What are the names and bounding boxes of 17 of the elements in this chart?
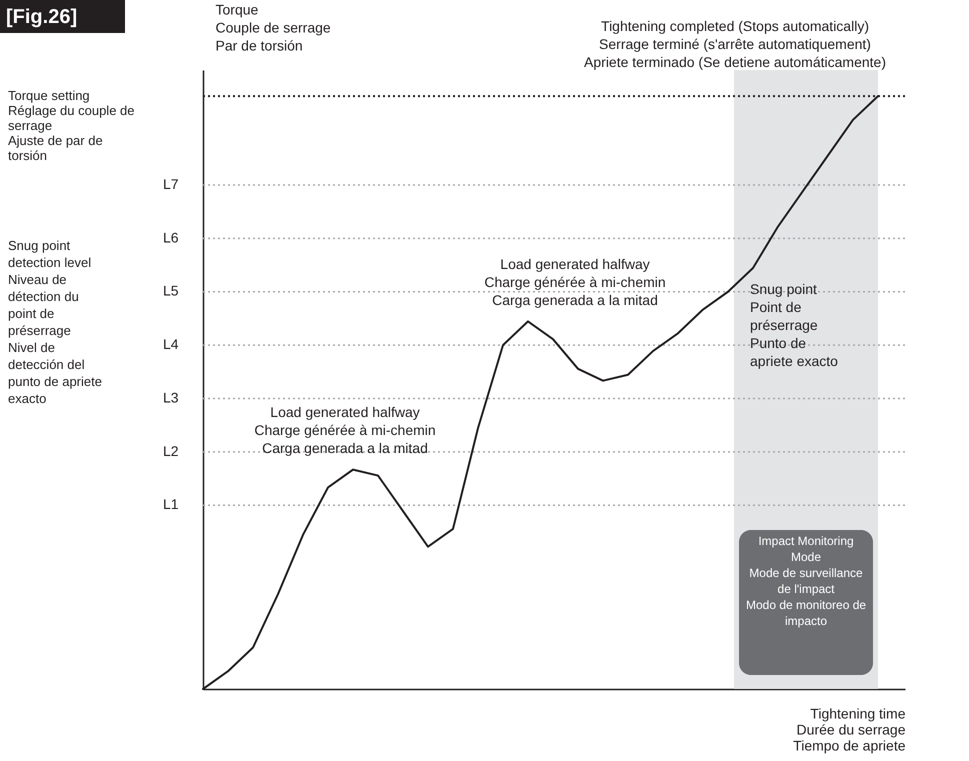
text: Snug point detection level Niveau de détection du point de préserrage Nivel de detección del punto de apriete exacto xyxy=(8,238,102,406)
ref-line-label: Torque setting Réglage du couple de serrage Ajuste de par de torsión xyxy=(8,88,134,164)
x-axis-title: Tightening time Durée du serrage Tiempo de apriete xyxy=(793,706,906,754)
text: Tightening completed (Stops automatically) Serrage terminé (s'arrête automatiquement) Apriete terminado (Se detiene automáticamente) xyxy=(584,18,886,70)
ref-line-label: L2 xyxy=(163,442,179,459)
ref-line-label: L5 xyxy=(163,282,179,299)
text: [Fig.26] xyxy=(6,6,78,28)
annotation: Load generated halfway Charge générée à mi-chemin Carga generada a la mitad xyxy=(484,256,666,308)
ref-line-label: L6 xyxy=(163,229,179,246)
ref-line-label: L7 xyxy=(163,176,179,192)
ref-line-label: L3 xyxy=(163,389,179,406)
ref-line-label: L1 xyxy=(163,496,179,512)
annotation: Impact Monitoring Mode Mode de surveillance de l'impact Modo de monitoreo de impacto xyxy=(746,534,866,628)
annotation: Snug point Point de préserrage Punto de apriete exacto xyxy=(750,281,838,369)
ref-line-label: L4 xyxy=(163,336,179,352)
annotation: Load generated halfway Charge générée à mi-chemin Carga generada a la mitad xyxy=(254,404,436,456)
y-axis-title: Torque Couple de serrage Par de torsión xyxy=(216,2,331,54)
